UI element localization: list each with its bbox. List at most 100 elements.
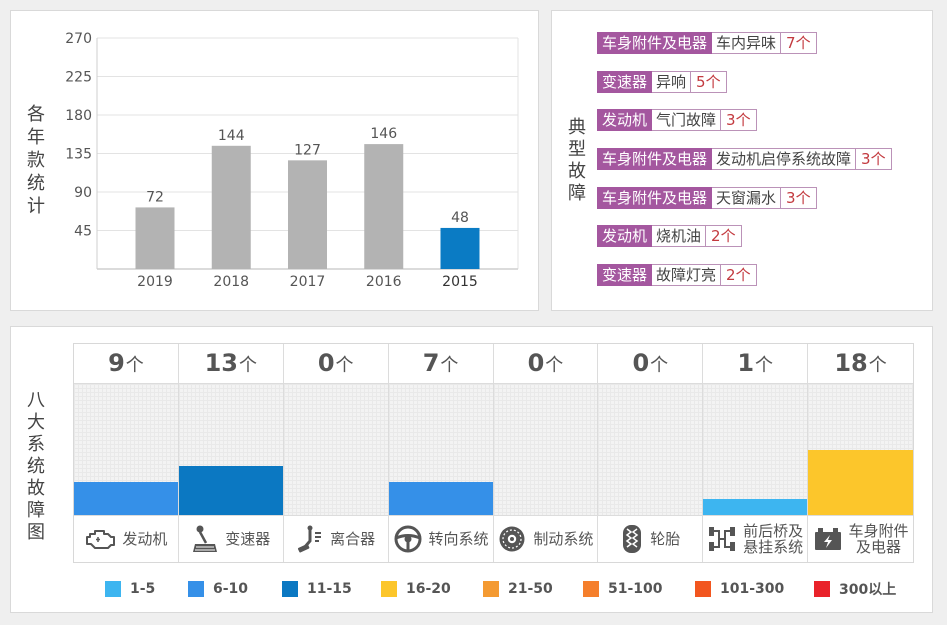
legend-label: 16-20 (406, 581, 451, 597)
y-tick-label: 225 (65, 70, 92, 86)
x-tick-label: 2017 (290, 274, 326, 290)
system-name-line: 发动机 (122, 530, 168, 548)
fault-item[interactable]: 变速器 故障灯亮 2个 (597, 263, 892, 286)
system-count: 18个 (808, 344, 913, 384)
system-count: 0个 (493, 344, 598, 384)
year-stats-panel: 各年款统计 45 90 135 180 225 270 72 2019 144 2018 127 20… (10, 10, 539, 311)
system-label-cell[interactable]: 发动机 (74, 515, 178, 562)
clutch-pedal-icon (296, 524, 324, 554)
y-tick-label: 45 (74, 224, 92, 240)
fault-item[interactable]: 车身附件及电器 车内异味 7个 (597, 32, 892, 54)
x-tick-label: 2018 (213, 274, 249, 290)
system-bar-area (598, 384, 703, 515)
brake-disc-icon (497, 524, 527, 554)
typical-faults-title: 典型故障 (568, 117, 586, 204)
fault-issue-tag: 异响 (652, 70, 692, 93)
system-count-number: 13 (204, 349, 239, 377)
system-column: 0个 离合器 (283, 344, 389, 562)
system-name: 轮胎 (650, 531, 680, 547)
system-bar-area (74, 384, 178, 515)
system-name: 发动机 (122, 531, 167, 547)
system-bar-area (808, 384, 913, 515)
fault-system-tag: 车身附件及电器 (597, 147, 713, 170)
system-count-number: 1 (737, 349, 755, 377)
legend-label: 1-5 (130, 581, 156, 597)
legend-item: 11-15 (282, 580, 352, 598)
system-count-unit: 个 (125, 355, 144, 376)
system-label-cell[interactable]: 车身附件 及电器 (808, 515, 913, 562)
fault-issue-tag: 天窗漏水 (712, 186, 782, 209)
system-label-cell[interactable]: 变速器 (178, 515, 283, 562)
legend-label: 101-300 (720, 581, 785, 597)
fault-count-tag: 5个 (691, 70, 727, 93)
system-label-cell[interactable]: 制动系统 (493, 515, 598, 562)
system-count-number: 18 (834, 349, 868, 377)
bar-value-label: 144 (218, 128, 245, 144)
fault-count-tag: 3个 (781, 186, 817, 209)
x-tick-label: 2019 (137, 274, 173, 290)
fault-system-tag: 发动机 (597, 109, 653, 132)
system-label-cell[interactable]: 离合器 (283, 515, 388, 562)
legend-label: 11-15 (307, 581, 352, 597)
fault-item[interactable]: 发动机 气门故障 3个 (597, 109, 892, 132)
system-name: 前后桥及 悬挂系统 (743, 523, 803, 555)
fault-issue-tag: 车内异味 (712, 32, 782, 54)
system-bar-area (283, 384, 388, 515)
system-count-unit: 个 (545, 355, 564, 376)
battery-icon (813, 526, 843, 552)
system-name: 转向系统 (429, 531, 489, 547)
fault-system-tag: 变速器 (597, 263, 653, 286)
system-count: 13个 (178, 344, 283, 384)
legend-swatch (381, 581, 397, 597)
legend-label: 21-50 (508, 581, 553, 597)
legend-swatch (695, 581, 711, 597)
legend-swatch (282, 581, 298, 597)
system-name-line: 轮胎 (650, 530, 681, 548)
system-label-cell[interactable]: 轮胎 (598, 515, 703, 562)
legend-item: 300以上 (814, 580, 896, 598)
system-count: 9个 (74, 344, 178, 384)
system-bar-area (493, 384, 598, 515)
system-faults-title: 八大系统故障图 (27, 390, 45, 543)
system-bar (178, 465, 283, 515)
fault-item[interactable]: 发动机 烧机油 2个 (597, 225, 892, 248)
system-count: 1个 (703, 344, 808, 384)
fault-item[interactable]: 车身附件及电器 天窗漏水 3个 (597, 186, 892, 209)
legend-swatch (188, 581, 204, 597)
bar-value-label: 127 (294, 142, 321, 158)
fault-count-tag: 7个 (781, 32, 817, 54)
y-tick-label: 270 (65, 31, 92, 47)
fault-count-tag: 2个 (721, 263, 757, 286)
fault-item[interactable]: 车身附件及电器 发动机启停系统故障 3个 (597, 147, 892, 170)
typical-faults-panel: 典型故障 车身附件及电器 车内异味 7个 变速器 异响 5个 发动机 气门故障 3个 车身附件及电… (551, 10, 933, 311)
year-bar (288, 160, 327, 269)
system-name-line: 转向系统 (428, 530, 489, 548)
tire-icon (620, 523, 644, 555)
fault-count-tag: 3个 (721, 109, 757, 132)
system-count-unit: 个 (868, 355, 887, 376)
system-label-cell[interactable]: 前后桥及 悬挂系统 (703, 515, 808, 562)
system-name-line: 制动系统 (533, 530, 594, 548)
system-bar (703, 498, 808, 515)
legend: 1-5 6-10 11-15 16-20 21-50 51-100 101-300 300以上 (11, 580, 932, 598)
legend-item: 6-10 (188, 580, 248, 598)
system-bar-area (703, 384, 808, 515)
year-bar (440, 227, 480, 269)
system-name-line: 悬挂系统 (743, 538, 804, 556)
year-bar (135, 207, 175, 269)
fault-issue-tag: 烧机油 (652, 225, 707, 248)
system-label-cell[interactable]: 转向系统 (388, 515, 493, 562)
year-bar-chart: 45 90 135 180 225 270 72 2019 144 2018 127 2017 146 2… (65, 31, 519, 290)
legend-label: 300以上 (839, 582, 897, 598)
fault-count-tag: 3个 (856, 147, 892, 170)
system-name-line: 离合器 (330, 530, 376, 548)
fault-system-tag: 车身附件及电器 (597, 186, 713, 209)
system-count: 7个 (388, 344, 493, 384)
fault-item[interactable]: 变速器 异响 5个 (597, 70, 892, 93)
fault-issue-tag: 故障灯亮 (652, 263, 722, 286)
system-faults-grid: 9个 发动机 13个 变速器 0个 离合器 7个 转向系统 0个 制动系统 0个 轮胎 1个 前后桥及 悬挂… (73, 343, 914, 563)
legend-swatch (483, 581, 499, 597)
legend-item: 1-5 (105, 580, 155, 598)
legend-label: 51-100 (608, 581, 663, 597)
fault-count-tag: 2个 (706, 225, 742, 248)
